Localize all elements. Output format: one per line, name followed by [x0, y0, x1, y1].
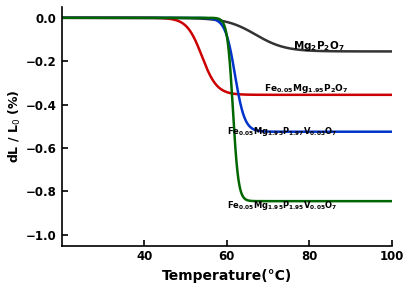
Y-axis label: dL / L$_0$ (%): dL / L$_0$ (%)	[7, 90, 23, 163]
Text: $\mathbf{Mg_2P_2O_7}$: $\mathbf{Mg_2P_2O_7}$	[293, 39, 344, 53]
X-axis label: Temperature(°C): Temperature(°C)	[162, 269, 292, 283]
Text: $\mathbf{Fe_{0.05}Mg_{1.95}P_{1.95}V_{0.05}O_7}$: $\mathbf{Fe_{0.05}Mg_{1.95}P_{1.95}V_{0.…	[227, 199, 337, 212]
Text: $\mathbf{Fe_{0.05}Mg_{1.95}P_2O_7}$: $\mathbf{Fe_{0.05}Mg_{1.95}P_2O_7}$	[264, 82, 348, 95]
Text: $\mathbf{Fe_{0.05}Mg_{1.95}P_{1.97}V_{0.03}O_7}$: $\mathbf{Fe_{0.05}Mg_{1.95}P_{1.97}V_{0.…	[227, 125, 337, 138]
